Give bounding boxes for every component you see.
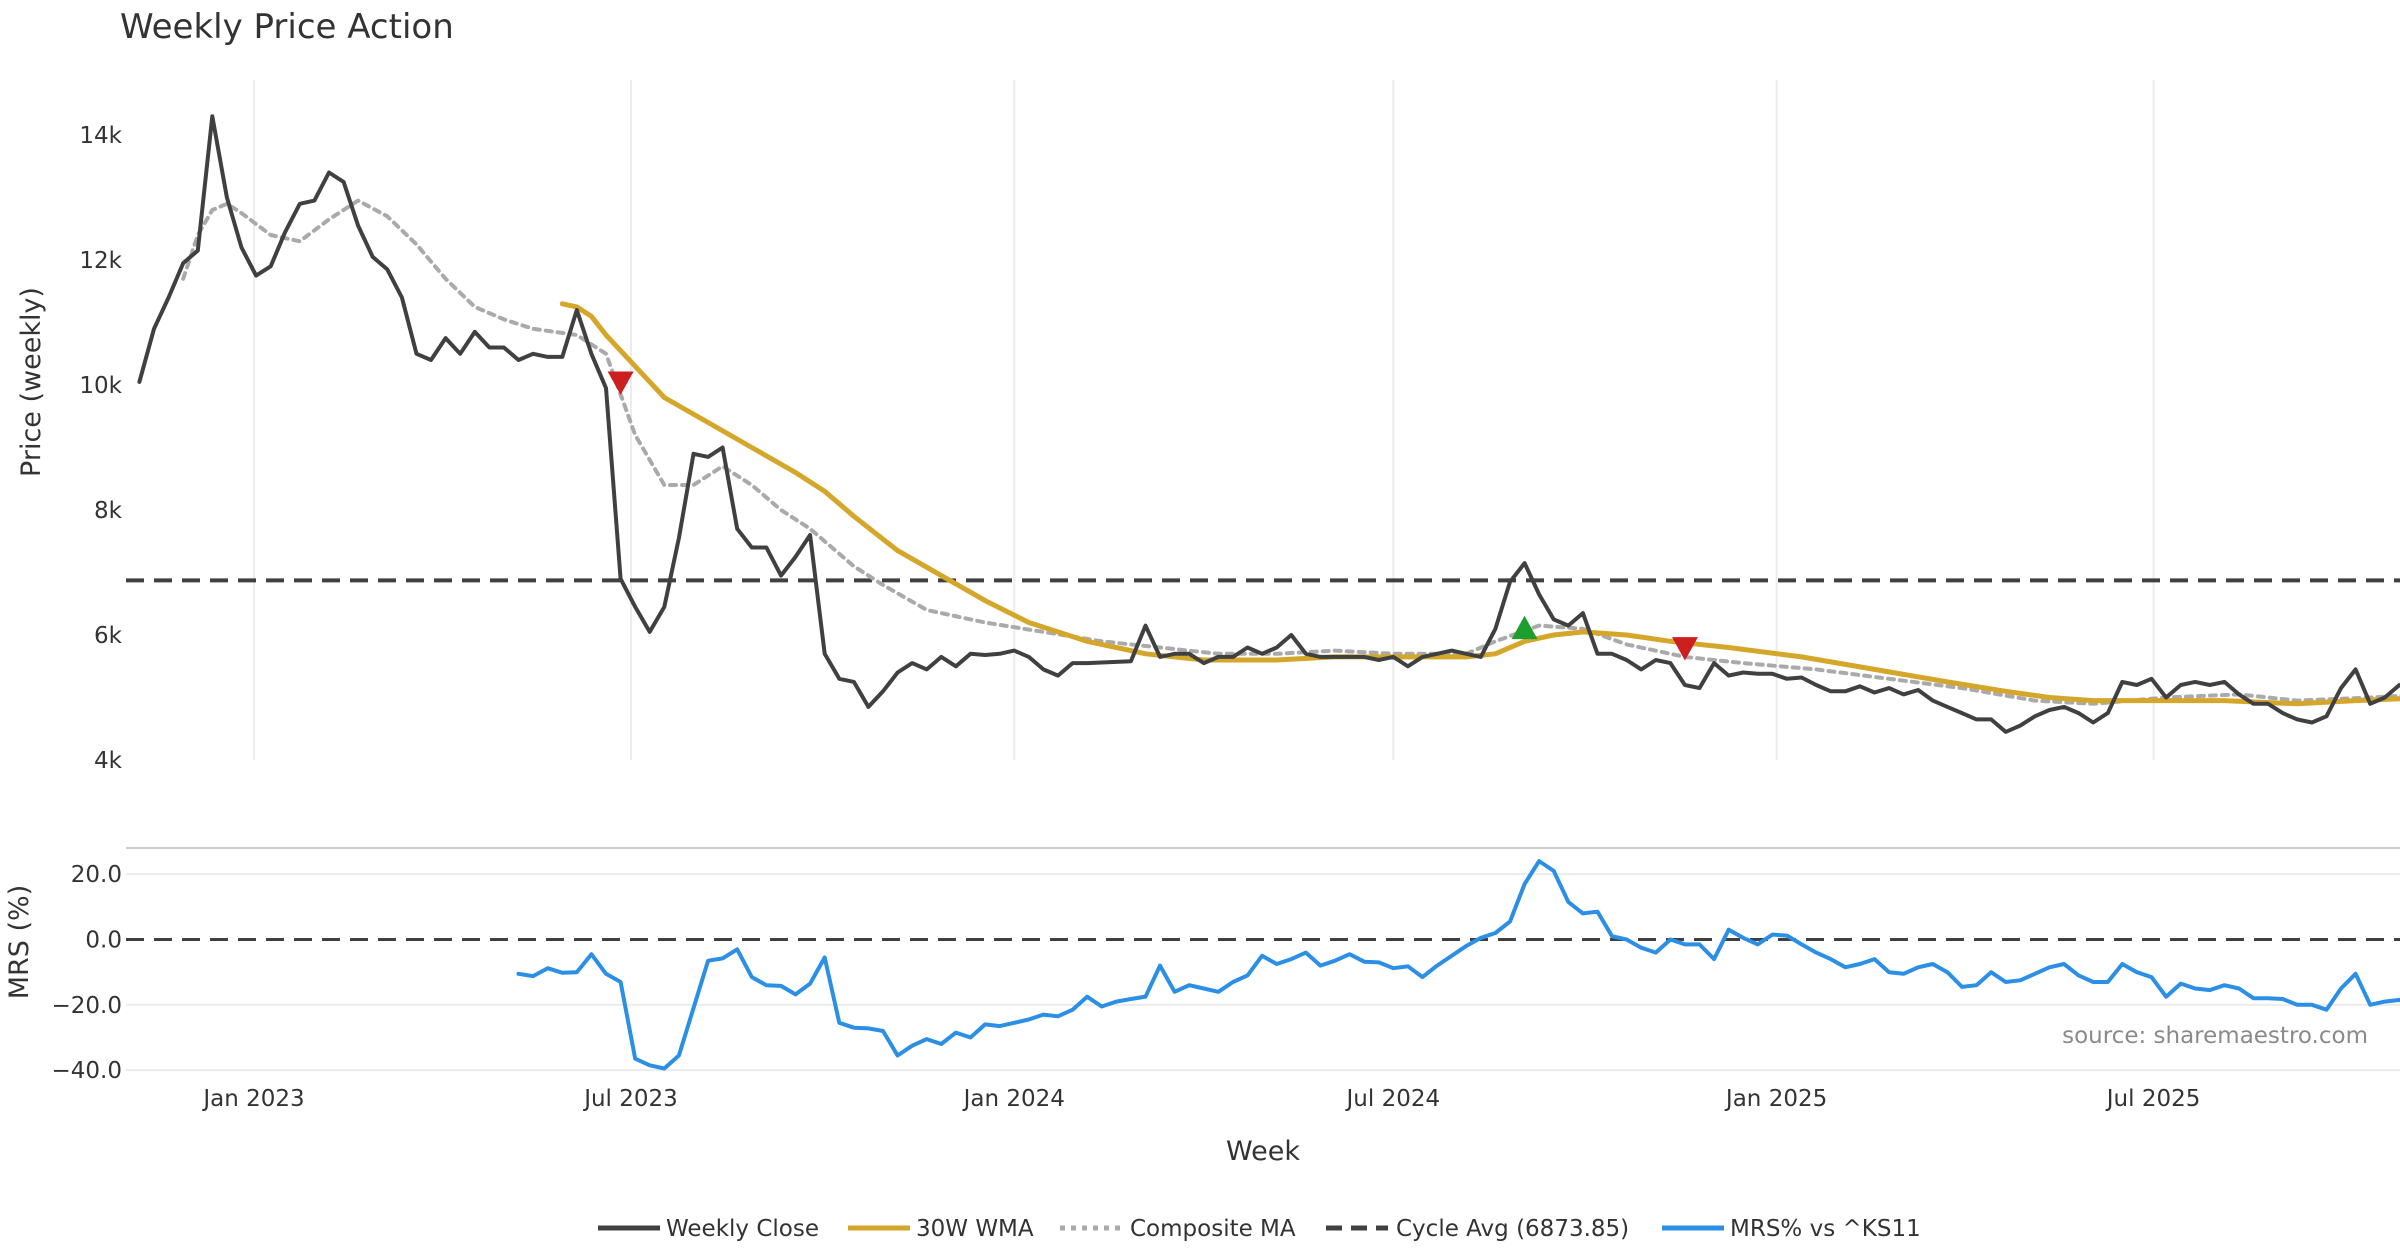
buy-signal-marker-2 — [1511, 615, 1538, 640]
price-y-tick-8k: 8k — [94, 498, 123, 524]
price-y-tick-6k: 6k — [94, 623, 123, 649]
series-composite-ma — [181, 198, 2400, 706]
price-y-tick-12k: 12k — [79, 248, 122, 274]
source-note: source: sharemaestro.com — [2062, 1023, 2368, 1049]
price-y-tick-4k: 4k — [94, 748, 123, 774]
series-mrs-vs-ks11 — [516, 859, 2400, 1071]
x-tick-jan-2025: Jan 2025 — [1724, 1086, 1827, 1112]
x-tick-jan-2024: Jan 2024 — [962, 1086, 1065, 1112]
legend-label-mrs-vs-ks11: MRS% vs ^KS11 — [1730, 1216, 1921, 1242]
x-tick-jul-2024: Jul 2024 — [1345, 1086, 1441, 1112]
mrs-y-tick-labels: 20.0 0.0 −20.0 −40.0 — [52, 862, 122, 1084]
mrs-series-group — [516, 859, 2400, 1071]
mrs-y-tick-neg20: −20.0 — [52, 993, 122, 1019]
mrs-y-tick-0: 0.0 — [85, 928, 122, 954]
mrs-y-tick-neg40: −40.0 — [52, 1058, 122, 1084]
chart-title: Weekly Price Action — [120, 7, 454, 47]
sell-signal-marker-1 — [607, 371, 634, 395]
price-y-axis-label: Price (weekly) — [16, 287, 47, 477]
x-axis-label: Week — [1226, 1136, 1300, 1167]
price-series-group — [126, 114, 2400, 734]
x-tick-jul-2025: Jul 2025 — [2105, 1086, 2201, 1112]
legend: Weekly Close 30W WMA Composite MA Cycle Avg… — [598, 1216, 1921, 1242]
x-tick-jul-2023: Jul 2023 — [582, 1086, 678, 1112]
x-tick-labels: Jan 2023 Jul 2023 Jan 2024 Jul 2024 Jan 2025… — [201, 1086, 2200, 1112]
series-30w-wma — [559, 301, 2400, 707]
mrs-gridlines — [126, 873, 2400, 1072]
sell-signal-marker-3 — [1671, 637, 1698, 661]
legend-label-cycle-avg-6873-85: Cycle Avg (6873.85) — [1396, 1216, 1629, 1242]
price-y-tick-10k: 10k — [79, 373, 122, 399]
signal-markers — [607, 371, 1698, 661]
legend-label-weekly-close: Weekly Close — [666, 1216, 819, 1242]
legend-label-composite-ma: Composite MA — [1130, 1216, 1296, 1242]
price-gridlines — [126, 80, 2400, 849]
price-y-tick-labels: 4k 6k 8k 10k 12k 14k — [79, 123, 122, 774]
x-tick-jan-2023: Jan 2023 — [201, 1086, 304, 1112]
series-weekly-close — [137, 114, 2400, 734]
price-y-tick-14k: 14k — [79, 123, 122, 149]
mrs-y-tick-20: 20.0 — [71, 862, 122, 888]
legend-label-30w-wma: 30W WMA — [916, 1216, 1034, 1242]
mrs-y-axis-label: MRS (%) — [4, 885, 35, 1000]
